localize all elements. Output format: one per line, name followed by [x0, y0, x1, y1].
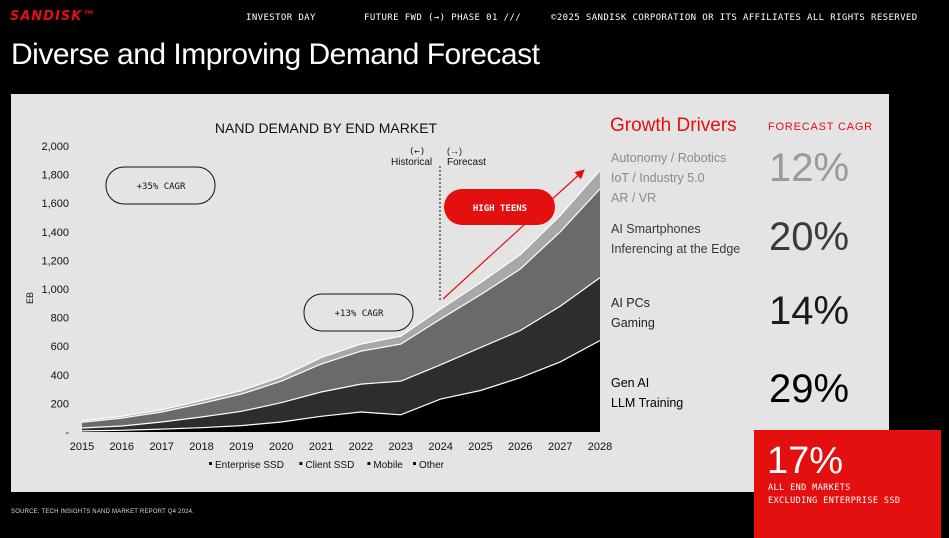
legend-item: Enterprise SSD: [215, 460, 284, 471]
separator-other: [81, 169, 601, 422]
legend-item: Mobile: [373, 460, 403, 471]
sandisk-logo: SANDISK™: [10, 9, 97, 24]
y-tick-label: 1,800: [41, 170, 69, 182]
high-teens-label: HIGH TEENS: [473, 204, 527, 214]
x-tick-label: 2017: [149, 441, 173, 453]
x-tick-label: 2021: [309, 441, 333, 453]
cagr-historical-pill: [105, 166, 216, 205]
forecast-label: Forecast: [447, 157, 486, 168]
legend-marker: [299, 462, 303, 465]
x-tick-label: 2023: [389, 441, 413, 453]
y-tick-label: 1,600: [41, 198, 69, 210]
legend-marker: [367, 462, 371, 465]
high-teens-pill: [444, 189, 555, 225]
y-tick-label: -: [65, 427, 69, 439]
driver-cagr-4: 29%: [769, 367, 850, 411]
growth-drivers-heading: Growth Drivers: [610, 115, 737, 136]
y-tick-label: 600: [51, 341, 69, 353]
total-cagr-box: 17% ALL END MARKETS EXCLUDING ENTERPRISE…: [754, 430, 941, 538]
driver-label-2: AI Smartphones Inferencing at the Edge: [611, 222, 741, 256]
total-cagr-label: ALL END MARKETS EXCLUDING ENTERPRISE SSD: [768, 483, 901, 506]
nand-demand-chart: 2,000 1,800 1,600 1,400 1,200 1,000 800 600 400 2…: [25, 120, 612, 471]
separator-mobile: [81, 188, 601, 423]
header-copyright: ©2025 SANDISK CORPORATION OR ITS AFFILIA…: [551, 13, 918, 23]
driver-label-4: Gen AI LLM Training: [611, 376, 684, 410]
header-section: FUTURE FWD (→) PHASE 01 ///: [364, 13, 522, 23]
y-tick-label: 400: [51, 370, 69, 382]
y-tick-label: 800: [51, 313, 69, 325]
x-tick-label: 2026: [508, 441, 532, 453]
area-enterprise-ssd: [82, 340, 600, 432]
x-tick-label: 2018: [189, 441, 213, 453]
y-tick-label: 200: [51, 398, 69, 410]
x-tick-label: 2020: [269, 441, 293, 453]
legend-marker: [209, 462, 212, 465]
cagr-recent-pill: [303, 293, 414, 332]
content-panel: 2,000 1,800 1,600 1,400 1,200 1,000 800 600 400 2…: [11, 94, 889, 492]
source-note: SOURCE: TECH INSIGHTS NAND MARKET REPORT…: [11, 509, 195, 515]
forecast-arrow: (→): [447, 146, 462, 156]
trend-arrow: [442, 169, 585, 300]
separator-enterprise-ssd: [81, 339, 601, 432]
legend-item: Client SSD: [305, 460, 354, 471]
legend-item: Other: [419, 460, 445, 471]
chart-title: NAND DEMAND BY END MARKET: [215, 120, 438, 136]
total-cagr-value: 17%: [767, 440, 844, 482]
x-tick-label: 2015: [70, 441, 94, 453]
x-tick-label: 2016: [110, 441, 134, 453]
driver-cagr-3: 14%: [769, 289, 850, 333]
x-tick-label: 2025: [468, 441, 492, 453]
driver-label-3: AI PCs Gaming: [611, 296, 655, 330]
y-tick-label: 1,000: [41, 284, 69, 296]
x-tick-label: 2019: [229, 441, 253, 453]
historical-arrow: (←): [409, 147, 425, 157]
x-tick-label: 2022: [349, 441, 373, 453]
historical-label: Historical: [391, 157, 432, 168]
driver-cagr-2: 20%: [769, 215, 850, 259]
y-axis-label: EB: [25, 292, 35, 304]
y-tick-label: 1,400: [41, 227, 69, 239]
y-tick-label: 2,000: [41, 141, 69, 153]
page-title: Diverse and Improving Demand Forecast: [11, 38, 540, 71]
forecast-cagr-heading: FORECAST CAGR: [768, 121, 873, 133]
driver-cagr-1: 12%: [769, 146, 850, 190]
x-tick-label: 2028: [588, 441, 612, 453]
y-tick-label: 1,200: [41, 255, 69, 267]
driver-label-1: Autonomy / Robotics IoT / Industry 5.0 A…: [611, 151, 727, 205]
legend-marker: [413, 462, 416, 465]
header-event: INVESTOR DAY: [246, 13, 316, 23]
area-mobile: [82, 188, 600, 428]
x-tick-label: 2024: [428, 441, 452, 453]
cagr-historical-label: +35% CAGR: [137, 182, 186, 192]
cagr-recent-label: +13% CAGR: [335, 309, 384, 319]
separator-client-ssd: [81, 277, 601, 429]
x-tick-label: 2027: [548, 441, 572, 453]
